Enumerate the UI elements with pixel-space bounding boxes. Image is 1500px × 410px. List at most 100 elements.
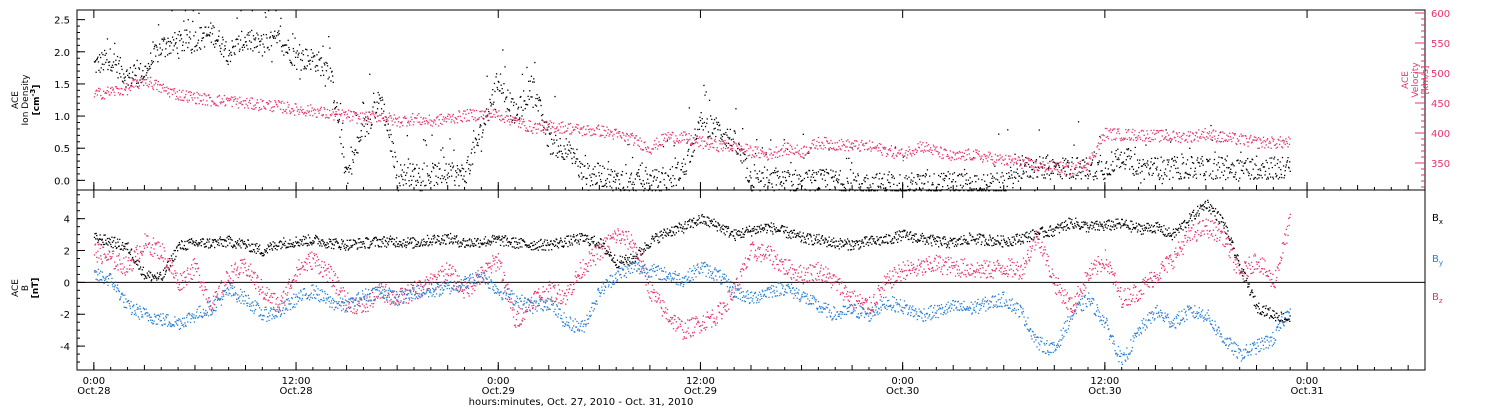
velocity-point [209,96,211,99]
density-point [1179,178,1181,180]
bx-point [305,237,307,239]
bx-point [496,236,498,238]
bx-point [516,246,518,249]
density-point [956,185,958,187]
velocity-point [572,126,574,128]
bx-point [462,238,465,240]
density-point [396,160,398,163]
velocity-point [781,148,783,150]
density-point [1027,163,1030,166]
density-point [619,183,621,185]
bx-point [483,243,485,245]
density-point [114,42,116,45]
density-point [993,177,995,179]
density-point [131,77,133,79]
bx-point [218,244,220,247]
density-point [452,167,454,169]
velocity-point [545,121,547,123]
density-point [752,189,754,192]
bx-point [414,238,416,240]
velocity-point [698,146,700,148]
velocity-point [574,129,576,131]
velocity-point [1246,141,1248,143]
velocity-point [324,117,327,119]
velocity-point [425,119,428,122]
velocity-point [173,88,176,90]
bx-point [469,238,471,240]
density-point [146,67,148,70]
bx-point [374,236,376,239]
velocity-point [477,118,480,121]
density-point [1075,178,1077,180]
velocity-point [1003,164,1006,166]
velocity-point [1206,132,1208,134]
density-point [164,55,166,58]
velocity-point [621,137,623,139]
density-point [756,173,758,175]
density-point [673,145,675,147]
density-point [1249,161,1251,163]
density-point [1259,169,1262,172]
density-point [462,178,464,180]
bx-point [635,257,637,259]
density-point [1270,162,1272,164]
velocity-point [194,102,197,104]
bx-point [225,246,227,248]
bx-point [150,280,152,282]
density-point [532,106,534,108]
bx-point [655,235,657,237]
bx-point [608,255,611,257]
bx-point [666,228,669,230]
density-point [333,100,335,102]
density-point [596,181,598,184]
density-point [693,143,695,145]
velocity-point [331,108,334,111]
density-point [324,85,326,87]
bx-point [382,242,384,245]
velocity-point [1027,158,1029,160]
bx-point [126,243,128,245]
density-point [728,138,730,140]
density-point [556,139,558,141]
velocity-point [365,111,367,113]
density-point [1229,172,1231,174]
velocity-point [917,143,919,145]
density-point [712,122,715,124]
density-point [1259,168,1261,170]
bx-point [510,241,512,244]
velocity-point [600,134,602,136]
bx-point [477,238,479,240]
density-point [1172,160,1175,162]
density-point [899,174,901,176]
density-point [656,177,658,179]
density-point [571,162,574,165]
density-point [737,153,739,155]
velocity-point [256,99,258,101]
density-point [592,184,594,186]
density-point [1276,162,1278,165]
velocity-point [504,116,506,118]
density-point [558,151,560,153]
density-point [1214,151,1216,153]
density-point [278,33,280,35]
bx-point [234,241,237,243]
density-point [847,182,849,184]
bx-point [589,243,591,245]
density-point [510,101,512,103]
bx-point [247,239,249,241]
velocity-point [788,150,791,153]
density-point [187,19,189,21]
density-point [1108,173,1110,175]
bx-point [415,239,417,242]
bx-point [193,241,195,243]
density-point [721,135,724,138]
density-point [1279,176,1281,179]
density-point [587,167,589,169]
bx-point [430,241,432,244]
density-point [1163,159,1165,162]
density-point [949,190,952,192]
density-point [1180,178,1182,180]
bx-point [309,241,311,243]
density-point [792,174,794,176]
velocity-point [112,89,114,91]
